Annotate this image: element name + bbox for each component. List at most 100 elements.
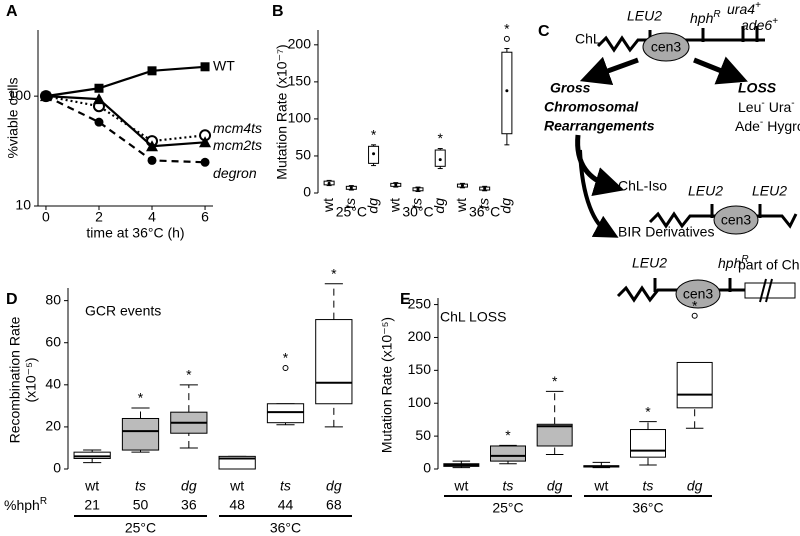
- label: R: [713, 9, 720, 20]
- line: [45, 95, 206, 148]
- y-tick-label: 250: [408, 295, 432, 311]
- marker: [92, 93, 105, 105]
- label: -: [761, 98, 764, 109]
- marker: [200, 157, 210, 167]
- panel-letter: B: [272, 3, 284, 20]
- y-tick-label: 0: [303, 184, 311, 200]
- series-label: mcm2ts: [213, 137, 262, 153]
- row-label: R: [40, 496, 47, 507]
- panel-letter: D: [6, 291, 18, 308]
- arrow: [579, 56, 639, 85]
- y-tick-label: 50: [295, 147, 311, 163]
- x-tick-label: ts: [643, 478, 654, 494]
- row-value: 68: [326, 497, 342, 513]
- x-axis-label: time at 36°C (h): [86, 225, 184, 241]
- series-label: mcm4ts: [213, 120, 262, 136]
- group-label: 25°C: [336, 204, 367, 220]
- y-tick-label: 0: [423, 460, 431, 476]
- y-tick-label: 60: [45, 333, 61, 349]
- label: ade6: [741, 17, 772, 33]
- marker: [146, 140, 159, 152]
- box: [630, 429, 666, 458]
- label: Leu- Ura-: [738, 98, 795, 115]
- x-tick-label: wt: [229, 478, 244, 494]
- box: [266, 403, 305, 424]
- marker: [94, 117, 104, 127]
- row-value: 36: [181, 497, 197, 513]
- label: ura4: [727, 1, 755, 17]
- x-tick-label: ts: [503, 478, 514, 494]
- marker: [200, 62, 210, 72]
- y-tick-label: 100: [288, 110, 312, 126]
- label: -: [760, 117, 763, 128]
- panel-letter: C: [538, 23, 550, 40]
- y-tick-label: 0: [53, 460, 61, 476]
- y-tick-label: 40: [45, 376, 61, 392]
- break-mark: [765, 278, 773, 303]
- label: hphR: [718, 254, 749, 271]
- median: [460, 184, 464, 188]
- x-tick-label: dg: [547, 478, 563, 494]
- telomere: [760, 213, 798, 229]
- group-label: 36°C: [469, 204, 500, 220]
- significance: *: [437, 130, 443, 146]
- significance: *: [505, 427, 511, 443]
- marker: [147, 66, 157, 76]
- x-tick-label: wt: [320, 198, 336, 213]
- arrow: [693, 56, 748, 85]
- chart-title: GCR events: [85, 303, 161, 319]
- box: [315, 319, 353, 405]
- box: [536, 423, 573, 447]
- line: [45, 95, 206, 164]
- x-tick-label: dg: [181, 478, 197, 494]
- group-label: 30°C: [402, 204, 433, 220]
- telomere: [616, 285, 672, 303]
- break-mark: [759, 278, 767, 303]
- y-tick-label: 10: [15, 197, 31, 213]
- label: cen3: [721, 212, 752, 228]
- line: [45, 65, 206, 98]
- y-axis-label: Mutation Rate (x10⁻⁷): [274, 44, 290, 179]
- box: [501, 51, 513, 135]
- label: Chromosomal: [544, 99, 639, 115]
- label: LOSS: [738, 80, 777, 96]
- row-value: 50: [133, 497, 149, 513]
- y-tick-label: 100: [408, 394, 432, 410]
- group-label: 36°C: [632, 500, 663, 516]
- median: [372, 152, 376, 156]
- y-axis-label: %viable cells: [5, 78, 21, 159]
- label: ade6+: [741, 16, 778, 33]
- median: [349, 186, 353, 190]
- chart-title: ChL LOSS: [440, 309, 506, 325]
- label: Rearrangements: [544, 118, 655, 134]
- significance: *: [283, 350, 289, 366]
- label: Gross: [550, 80, 591, 96]
- centromere: [675, 279, 721, 309]
- label: Ura: [769, 99, 792, 115]
- label: Leu: [738, 99, 761, 115]
- label: BIR Derivatives: [618, 224, 714, 240]
- group-label: 36°C: [270, 520, 301, 536]
- median: [438, 158, 442, 162]
- label: LEU2: [632, 255, 667, 271]
- box: [218, 455, 256, 470]
- row-label: %hphR: [4, 496, 47, 513]
- x-tick-label: 4: [148, 209, 156, 225]
- x-tick-label: wt: [453, 478, 468, 494]
- significance: *: [186, 367, 192, 383]
- group-label: 25°C: [125, 520, 156, 536]
- outlier: [282, 364, 289, 371]
- significance: *: [692, 297, 698, 313]
- x-tick-label: ts: [475, 198, 491, 209]
- y-axis-label: Recombination Rate: [7, 316, 23, 443]
- diagram: C ChL cen3 LEU2 hphR ura4+ ade6+ Gross C…: [538, 0, 800, 309]
- marker: [41, 91, 51, 101]
- x-tick-label: wt: [386, 198, 402, 213]
- y-tick-label: 150: [288, 73, 312, 89]
- label: ChL-Iso: [618, 178, 667, 194]
- label: R: [741, 254, 748, 265]
- marker: [199, 136, 212, 148]
- y-tick-label: 150: [408, 361, 432, 377]
- x-tick-label: 2: [95, 209, 103, 225]
- label: ChL: [575, 31, 601, 47]
